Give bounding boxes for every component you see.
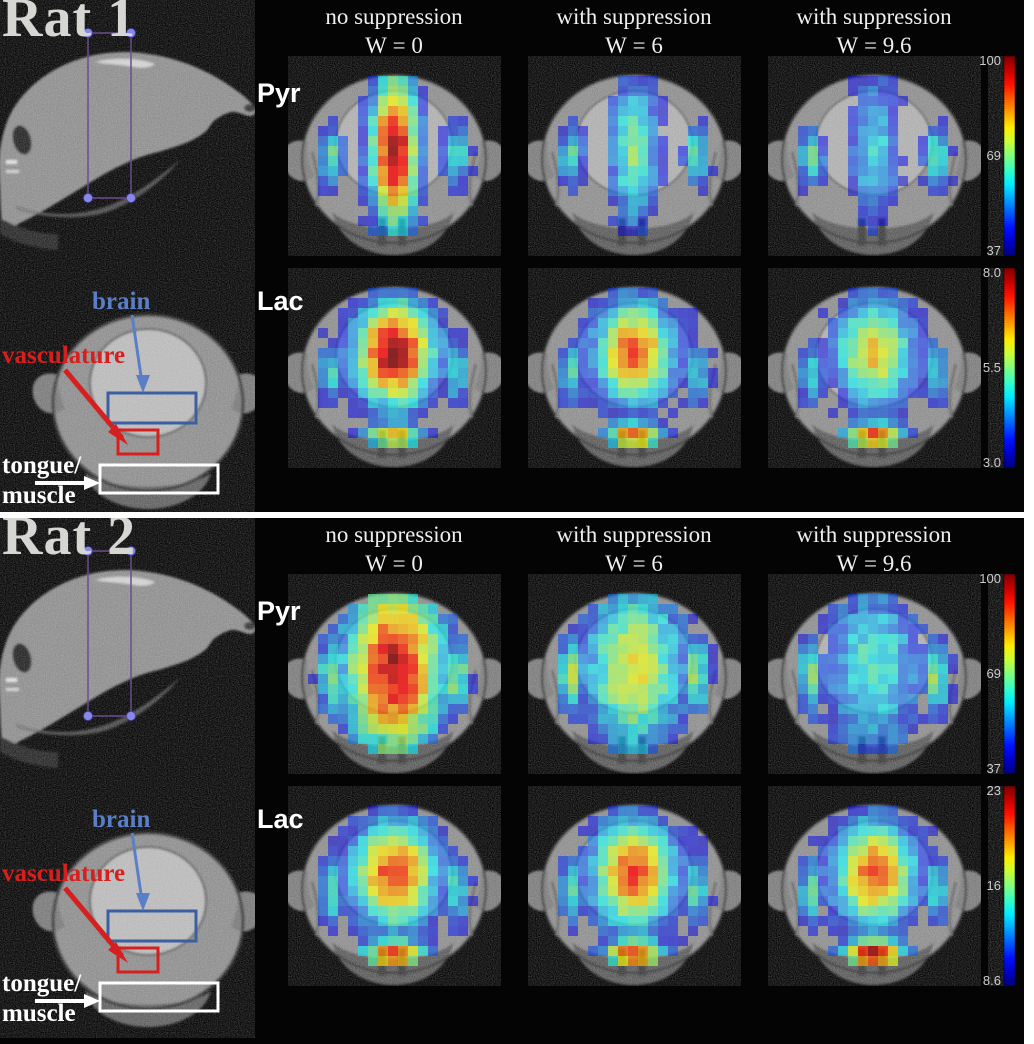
svg-text:5.5: 5.5 (983, 360, 1001, 375)
svg-text:100: 100 (979, 571, 1001, 586)
svg-text:brain: brain (92, 806, 150, 833)
svg-text:37: 37 (987, 761, 1001, 776)
svg-text:tongue/: tongue/ (2, 970, 82, 997)
svg-text:8.6: 8.6 (983, 973, 1001, 988)
svg-text:vasculature: vasculature (2, 342, 125, 369)
svg-text:3.0: 3.0 (983, 455, 1001, 470)
svg-text:23: 23 (987, 783, 1001, 798)
svg-text:tongue/: tongue/ (2, 452, 82, 479)
svg-text:muscle: muscle (2, 482, 76, 509)
svg-text:69: 69 (987, 148, 1001, 163)
svg-text:8.0: 8.0 (983, 265, 1001, 280)
svg-text:69: 69 (987, 666, 1001, 681)
svg-text:vasculature: vasculature (2, 860, 125, 887)
svg-text:16: 16 (987, 878, 1001, 893)
svg-text:100: 100 (979, 53, 1001, 68)
svg-text:muscle: muscle (2, 1000, 76, 1027)
svg-text:brain: brain (92, 288, 150, 315)
svg-text:37: 37 (987, 243, 1001, 258)
